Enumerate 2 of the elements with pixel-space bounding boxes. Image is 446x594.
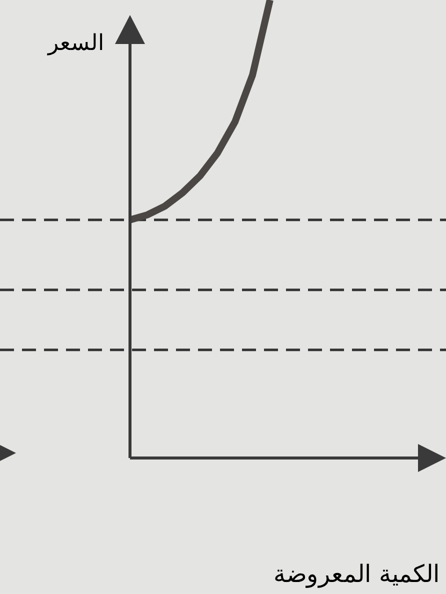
y-axis-title: السعر (47, 31, 104, 56)
x-axis-title: الكمية المعروضة (273, 560, 440, 588)
